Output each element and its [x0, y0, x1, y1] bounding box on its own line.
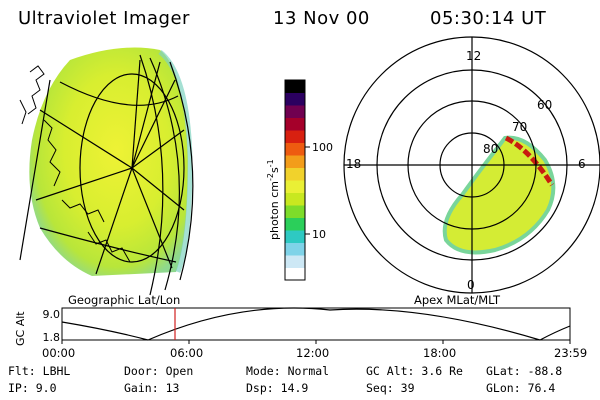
polar-grid	[343, 36, 600, 294]
colorbar-band	[285, 105, 305, 118]
colorbar-band	[285, 80, 305, 93]
mode-label: Mode:	[246, 364, 281, 378]
status-glat: GLat: -88.8	[486, 364, 562, 378]
status-glon: GLon: 76.4	[486, 381, 555, 395]
mlt-6: 6	[578, 157, 586, 171]
alt-y-top: 9.0	[43, 308, 61, 321]
status-ip: IP: 9.0	[8, 381, 57, 395]
lat-lon-grid	[19, 54, 194, 296]
geo-caption: Geographic Lat/Lon	[68, 293, 180, 307]
colorbar-band	[285, 117, 305, 131]
lat-60: 60	[537, 98, 552, 112]
unit-exp2: -1	[266, 159, 275, 167]
dsp-value: 14.9	[280, 381, 309, 395]
status-flt: Flt: LBHL	[8, 364, 70, 378]
seq-value: 39	[400, 381, 415, 395]
colorbar-band	[285, 267, 305, 281]
unit-exp1: -2	[266, 173, 275, 181]
bright-arc	[504, 135, 555, 187]
unit-text: photon cm	[268, 181, 281, 240]
door-value: Open	[165, 364, 194, 378]
status-mode: Mode: Normal	[246, 364, 329, 378]
colorbar-band	[285, 255, 305, 268]
glon-value: 76.4	[527, 381, 556, 395]
xtick-0600: 06:00	[170, 346, 203, 360]
date-label: 13 Nov 00	[273, 8, 370, 29]
lat-70: 70	[512, 120, 527, 134]
colorbar-band	[285, 217, 305, 231]
apex-caption: Apex MLat/MLT	[414, 293, 501, 307]
mode-value: Normal	[287, 364, 330, 378]
time-label: 05:30:14 UT	[430, 8, 547, 29]
lat-80: 80	[483, 142, 498, 156]
colorbar-frame	[284, 79, 306, 281]
xtick-1800: 18:00	[423, 346, 456, 360]
mlt-18: 18	[346, 157, 361, 171]
gain-label: Gain:	[124, 381, 159, 395]
unit-mid: s	[268, 167, 281, 173]
colorbar-label-100: 100	[312, 141, 333, 154]
colorbar-band	[285, 155, 305, 168]
limb-glow	[158, 50, 193, 273]
seq-label: Seq:	[366, 381, 394, 395]
xtick-1200: 12:00	[296, 346, 329, 360]
status-gcalt: GC Alt: 3.6 Re	[366, 364, 463, 378]
status-gain: Gain: 13	[124, 381, 179, 395]
mlt-0: 0	[467, 278, 475, 292]
colorbar-label-10: 10	[312, 228, 326, 241]
glon-label: GLon:	[486, 381, 521, 395]
xtick-0000: 00:00	[42, 346, 75, 360]
altitude-x-ticks	[61, 340, 571, 344]
xtick-2359: 23:59	[554, 346, 587, 360]
altitude-frame	[61, 307, 571, 341]
colorbar-band	[285, 142, 305, 156]
colorbar-strip	[285, 80, 305, 281]
colorbar-band	[285, 180, 305, 193]
flt-value: LBHL	[42, 364, 71, 378]
gcalt-label: GC Alt:	[366, 364, 415, 378]
colorbar-band	[285, 242, 305, 256]
status-door: Door: Open	[124, 364, 193, 378]
colorbar-band	[285, 230, 305, 243]
colorbar-band	[285, 92, 305, 106]
alt-ylabel: GC Alt	[14, 311, 27, 346]
door-label: Door:	[124, 364, 159, 378]
mlt-12: 12	[466, 49, 481, 63]
colorbar-band	[285, 167, 305, 181]
gain-value: 13	[165, 381, 180, 395]
ip-label: IP:	[8, 381, 29, 395]
colorbar-band	[285, 130, 305, 143]
alt-y-bottom: 1.8	[43, 331, 61, 344]
glat-label: GLat:	[486, 364, 521, 378]
gcalt-value: 3.6 Re	[421, 364, 463, 378]
colorbar-unit: photon cm-2s-1	[266, 159, 281, 240]
status-seq: Seq: 39	[366, 381, 415, 395]
colorbar-band	[285, 205, 305, 218]
status-dsp: Dsp: 14.9	[246, 381, 308, 395]
coastlines	[19, 65, 131, 263]
dsp-label: Dsp:	[246, 381, 274, 395]
glat-value: -88.8	[527, 364, 563, 378]
svg-text:photon cm-2s-1: photon cm-2s-1	[266, 159, 281, 240]
instrument-title: Ultraviolet Imager	[18, 8, 190, 29]
ip-value: 9.0	[35, 381, 57, 395]
colorbar-band	[285, 192, 305, 206]
flt-label: Flt:	[8, 364, 36, 378]
altitude-curve	[61, 307, 571, 341]
